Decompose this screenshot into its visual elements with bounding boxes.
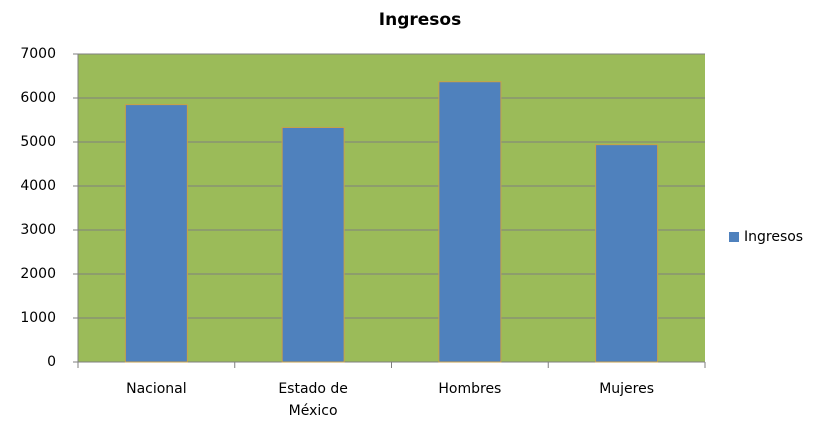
y-tick-label: 1000: [20, 310, 56, 326]
bar: [595, 144, 659, 363]
chart-title: Ingresos: [379, 10, 461, 30]
bar: [124, 104, 188, 363]
x-tick-label: Estado de México: [278, 381, 348, 419]
x-tick-label: Nacional: [126, 381, 187, 397]
y-tick-label: 6000: [20, 90, 56, 106]
bar: [438, 81, 502, 363]
x-tick-label: Mujeres: [599, 381, 655, 397]
y-tick-label: 5000: [20, 134, 56, 150]
x-tick-label: Hombres: [438, 381, 502, 397]
y-tick-label: 4000: [20, 178, 56, 194]
y-tick-label: 0: [47, 354, 56, 370]
y-tick-label: 3000: [20, 222, 56, 238]
legend-swatch: [729, 232, 739, 242]
y-tick-label: 2000: [20, 266, 56, 282]
bar: [281, 126, 345, 363]
legend-label: Ingresos: [744, 229, 803, 245]
y-tick-label: 7000: [20, 46, 56, 62]
